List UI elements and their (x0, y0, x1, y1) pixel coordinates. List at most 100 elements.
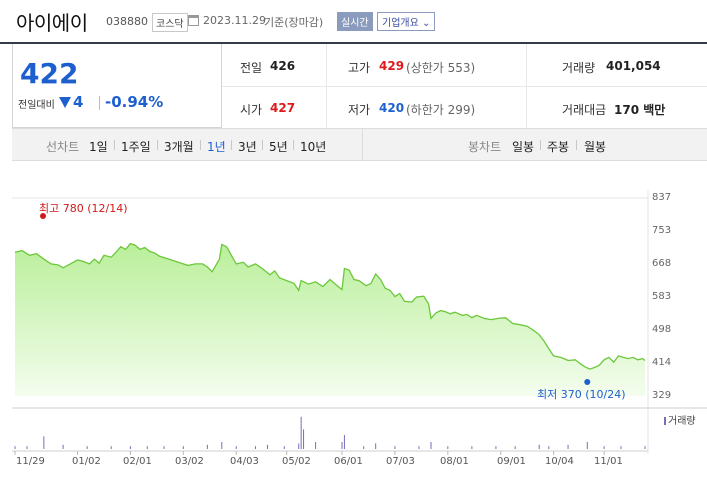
divider (293, 140, 294, 150)
y-tick-label: 583 (652, 291, 672, 302)
prev-close-label: 전일 (240, 61, 263, 75)
stock-header: 아이에이 038880 코스닥 2023.11.29 기준(장마감) 실시간 기… (0, 0, 707, 44)
volume-bar (471, 446, 473, 449)
volume-bar (26, 446, 28, 449)
high-annotation: 최고 780 (12/14) (39, 202, 128, 215)
volume-bar (538, 444, 540, 449)
x-tick-label: 03/02 (175, 456, 204, 467)
period-1y[interactable]: 1년 (207, 140, 226, 154)
y-tick-label: 329 (652, 390, 672, 401)
stock-code: 038880 (106, 15, 148, 28)
volume-bar (343, 435, 345, 449)
quote-table: 전일 426 고가 429 (상한가 553) 거래량 401,054 시가 4… (222, 44, 707, 128)
volume-bar (303, 429, 305, 449)
high-label: 고가 (348, 61, 371, 75)
row-divider (222, 86, 707, 87)
volume-bar (375, 443, 377, 449)
high-marker (40, 213, 46, 219)
volume-bar (206, 444, 208, 449)
change-label: 전일대비 (18, 100, 55, 111)
quote-date: 2023.11.29 (203, 14, 266, 27)
volume-legend: 거래량 (664, 412, 696, 427)
upper-limit: (상한가 553) (406, 61, 476, 75)
lower-limit: (하한가 299) (406, 103, 476, 117)
volume-bar (514, 446, 516, 449)
volume-bar (283, 446, 285, 449)
x-tick-label: 02/01 (123, 456, 152, 467)
price-line (14, 242, 646, 370)
y-tick-label: 498 (652, 324, 672, 335)
divider (200, 140, 201, 150)
line-chart-label: 선차트 (46, 140, 80, 154)
period-5y[interactable]: 5년 (269, 140, 288, 154)
quote-basis: 기준(장마감) (264, 16, 324, 29)
candle-monthly[interactable]: 월봉 (584, 140, 607, 154)
volume-bar (86, 446, 88, 449)
x-tick-label: 08/01 (440, 456, 469, 467)
volume-bar (14, 446, 16, 449)
market-badge: 코스닥 (152, 13, 188, 32)
candle-chart-label: 봉차트 (468, 140, 502, 154)
high-value: 429 (379, 59, 405, 73)
volume-bar (298, 443, 300, 449)
volume-bar (254, 446, 256, 449)
divider (540, 140, 541, 150)
period-10y[interactable]: 10년 (300, 140, 327, 154)
divider (99, 96, 100, 110)
period-1d[interactable]: 1일 (89, 140, 108, 154)
x-tick-label: 10/04 (545, 456, 574, 467)
divider (576, 140, 577, 150)
volume-bar (221, 442, 223, 449)
candle-daily[interactable]: 일봉 (512, 140, 535, 154)
volume-bar (363, 446, 365, 449)
period-3m[interactable]: 3개월 (164, 140, 194, 154)
chart-toolbar: 선차트 1일 1주일 3개월 1년 3년 5년 10년 봉차트 일봉 주봉 월봉 (12, 128, 707, 161)
volume-bar (235, 446, 237, 449)
realtime-button[interactable]: 실시간 (337, 12, 373, 31)
current-price-box: 422 전일대비 4 -0.94% (12, 44, 222, 128)
volume-bar (146, 446, 148, 449)
candle-weekly[interactable]: 주봉 (547, 140, 570, 154)
y-tick-label: 837 (652, 192, 672, 203)
prev-close-value: 426 (270, 59, 296, 73)
price-area (15, 243, 645, 396)
volume-bar (300, 416, 302, 449)
stock-name: 아이에이 (16, 11, 88, 35)
y-tick-label: 753 (652, 225, 672, 236)
divider (157, 140, 158, 150)
period-1w[interactable]: 1주일 (121, 140, 151, 154)
volume-bar (266, 444, 268, 449)
open-label: 시가 (240, 103, 263, 117)
calendar-icon (188, 15, 199, 26)
x-tick-label: 05/02 (282, 456, 311, 467)
volume-bar (129, 446, 131, 449)
volume-bar (182, 446, 184, 449)
volume-bar (110, 446, 112, 449)
company-overview-dropdown[interactable]: 기업개요 ⌄ (377, 12, 436, 31)
current-price: 422 (20, 57, 79, 90)
volume-bar (567, 444, 569, 449)
col-divider (526, 44, 527, 128)
x-tick-label: 01/02 (72, 456, 101, 467)
x-tick-label: 07/03 (386, 456, 415, 467)
period-3y[interactable]: 3년 (238, 140, 257, 154)
volume-bar (62, 444, 64, 449)
volume-bar (495, 446, 497, 449)
x-tick-label: 04/03 (230, 456, 259, 467)
quote-panel: 422 전일대비 4 -0.94% 전일 426 고가 429 (상한가 553… (0, 44, 707, 128)
volume-bar (548, 446, 550, 449)
x-tick-label: 09/01 (497, 456, 526, 467)
volume-legend-swatch (664, 417, 666, 425)
volume-bar (430, 442, 432, 449)
x-tick-label: 06/01 (334, 456, 363, 467)
volume-legend-label: 거래량 (668, 416, 696, 427)
volume-value: 401,054 (606, 59, 661, 73)
low-label: 저가 (348, 103, 371, 117)
open-value: 427 (270, 101, 296, 115)
down-arrow-icon (59, 97, 71, 108)
low-value: 420 (379, 101, 405, 115)
volume-bar (163, 446, 165, 449)
divider (262, 140, 263, 150)
volume-bar (620, 446, 622, 449)
divider (114, 140, 115, 150)
